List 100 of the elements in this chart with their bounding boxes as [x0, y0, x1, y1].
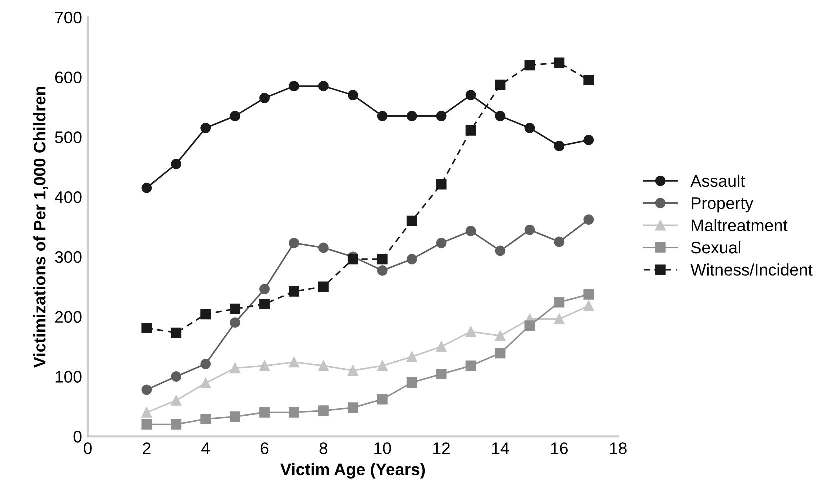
x-tick-label: 4 — [202, 442, 210, 454]
y-tick-label: 0 — [74, 431, 82, 443]
x-tick-label: 2 — [143, 442, 151, 454]
x-tick-label: 16 — [551, 442, 568, 454]
point — [584, 300, 594, 312]
point — [466, 360, 476, 372]
legend-label: Witness/Incident — [690, 264, 813, 276]
point — [436, 179, 447, 190]
point — [230, 318, 241, 328]
point — [406, 216, 418, 226]
point — [318, 81, 329, 92]
point — [377, 394, 388, 405]
point — [200, 309, 212, 320]
point — [289, 357, 300, 368]
point — [406, 111, 418, 122]
point — [142, 323, 152, 334]
x-tick-label: 12 — [434, 442, 450, 454]
x-tick-label: 18 — [610, 442, 627, 454]
x-tick-label: 10 — [374, 442, 392, 454]
point — [318, 406, 329, 416]
point — [466, 90, 476, 101]
point — [260, 407, 270, 418]
point — [171, 419, 182, 430]
point — [584, 214, 594, 226]
y-tick-label: 600 — [55, 72, 82, 84]
point — [289, 407, 300, 418]
x-tick-label: 14 — [492, 442, 510, 454]
point — [260, 93, 270, 104]
point — [200, 358, 212, 370]
point — [466, 226, 476, 236]
point — [142, 384, 152, 396]
point — [348, 366, 358, 376]
y-tick-label: 500 — [55, 132, 82, 144]
x-tick-label: 0 — [84, 442, 92, 454]
x-tick-label: 6 — [260, 442, 269, 454]
point — [495, 348, 506, 359]
point — [142, 182, 152, 194]
point — [406, 378, 418, 388]
point — [436, 111, 447, 122]
point — [171, 158, 182, 170]
legend-label: Property — [692, 198, 754, 213]
point — [289, 81, 300, 92]
y-tick-label: 100 — [56, 371, 82, 383]
point — [260, 360, 270, 372]
point — [495, 111, 506, 122]
point — [436, 342, 447, 352]
point — [171, 395, 182, 406]
point — [289, 286, 300, 297]
y-tick-label: 200 — [55, 311, 82, 324]
point — [406, 254, 418, 265]
point — [142, 407, 152, 418]
point — [554, 141, 565, 152]
legend-label: Maltreatment — [692, 219, 788, 232]
point — [524, 123, 536, 134]
point — [584, 135, 594, 146]
x-tick-label: 8 — [320, 442, 328, 454]
point — [289, 238, 300, 248]
point — [318, 242, 329, 254]
point — [200, 378, 212, 389]
point — [260, 299, 270, 310]
point — [554, 236, 565, 248]
y-tick-label: 300 — [55, 251, 82, 264]
point — [348, 254, 358, 265]
point — [318, 360, 329, 372]
point — [436, 238, 447, 248]
point — [171, 328, 182, 338]
point — [466, 125, 476, 136]
point — [200, 414, 212, 424]
y-tick-label: 400 — [55, 192, 82, 204]
legend-label: Sexual — [691, 241, 740, 254]
y-tick-label: 700 — [55, 12, 82, 24]
y-axis-title: Victimizations of Per 1,000 Children — [34, 86, 48, 368]
point — [230, 412, 241, 422]
point — [495, 80, 506, 90]
point — [554, 297, 565, 308]
legend-label: Assault — [690, 174, 746, 188]
point — [377, 266, 388, 276]
point — [260, 284, 270, 295]
point — [495, 246, 506, 256]
point — [436, 369, 447, 380]
point — [524, 320, 536, 332]
point — [230, 363, 241, 374]
point — [554, 58, 565, 68]
point — [377, 254, 388, 265]
x-axis-title: Victim Age (Years) — [280, 463, 426, 479]
point — [200, 123, 212, 134]
point — [406, 352, 418, 362]
point — [524, 60, 536, 71]
point — [348, 90, 358, 101]
point — [377, 360, 388, 372]
point — [348, 402, 358, 414]
point — [584, 290, 594, 300]
point — [318, 282, 329, 292]
point — [524, 224, 536, 236]
point — [230, 111, 241, 122]
point — [171, 372, 182, 382]
point — [495, 330, 506, 342]
point — [554, 314, 565, 324]
point — [230, 304, 241, 314]
point — [377, 111, 388, 122]
